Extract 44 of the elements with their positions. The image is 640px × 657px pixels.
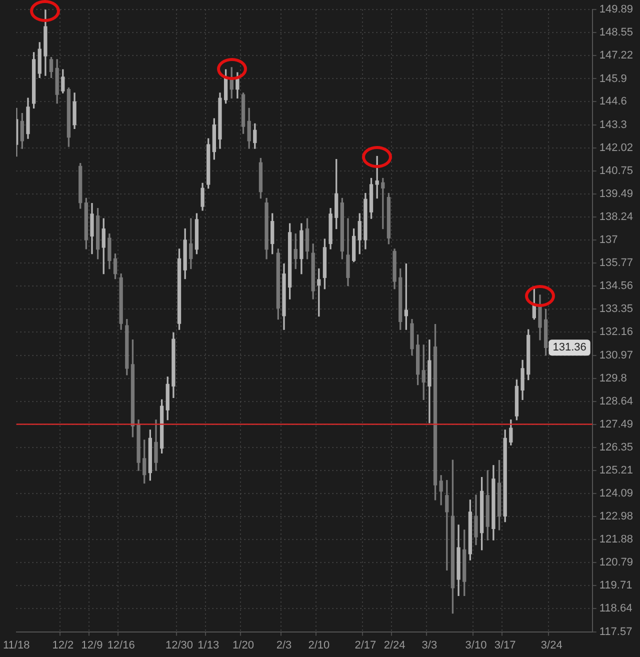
y-tick-label: 138.24 (599, 210, 634, 223)
x-tick-label: 2/24 (384, 639, 406, 652)
y-tick-label: 148.55 (599, 26, 634, 39)
y-tick-label: 118.64 (599, 602, 632, 615)
y-tick-label: 126.35 (599, 441, 634, 454)
y-tick-label: 127.49 (599, 418, 634, 430)
y-tick-label: 140.75 (599, 164, 634, 177)
x-tick-label: 12/9 (81, 639, 103, 652)
x-tick-label: 11/18 (2, 639, 30, 652)
y-tick-label: 130.97 (599, 349, 634, 362)
x-tick-label: 2/3 (276, 639, 292, 652)
x-tick-label: 12/30 (166, 639, 194, 652)
y-tick-label: 128.64 (599, 395, 634, 408)
y-tick-label: 135.77 (599, 257, 634, 270)
y-tick-label: 125.21 (599, 464, 634, 477)
x-tick-label: 2/17 (354, 639, 376, 652)
x-tick-label: 3/17 (494, 639, 516, 652)
y-tick-label: 149.89 (599, 4, 634, 16)
x-tick-label: 3/3 (422, 639, 438, 652)
x-tick-label: 2/10 (308, 639, 330, 652)
annotation: 131.36 (552, 342, 586, 354)
y-tick-label: 122.98 (599, 510, 634, 523)
y-tick-label: 137 (599, 234, 618, 246)
y-tick-label: 143.3 (599, 118, 627, 131)
y-tick-label: 120.79 (599, 556, 634, 569)
x-tick-label: 1/13 (198, 639, 220, 652)
y-tick-label: 142.02 (599, 142, 634, 154)
y-tick-label: 129.8 (599, 372, 627, 384)
y-tick-label: 144.6 (599, 96, 627, 108)
y-tick-label: 134.56 (599, 280, 634, 292)
y-tick-label: 139.49 (599, 188, 634, 200)
y-tick-label: 133.35 (599, 303, 634, 316)
x-tick-label: 3/24 (540, 639, 562, 652)
x-tick-label: 3/10 (465, 639, 487, 652)
x-tick-label: 1/20 (232, 639, 254, 652)
y-tick-label: 145.9 (599, 72, 627, 85)
y-tick-label: 121.88 (599, 534, 634, 546)
y-tick-label: 124.09 (599, 488, 634, 500)
y-tick-label: 132.16 (599, 326, 634, 338)
y-tick-label: 147.22 (599, 50, 634, 62)
x-tick-label: 12/16 (107, 639, 135, 652)
y-tick-label: 117.57 (599, 626, 632, 638)
x-tick-label: 12/2 (52, 639, 74, 652)
y-tick-label: 119.71 (599, 580, 632, 592)
